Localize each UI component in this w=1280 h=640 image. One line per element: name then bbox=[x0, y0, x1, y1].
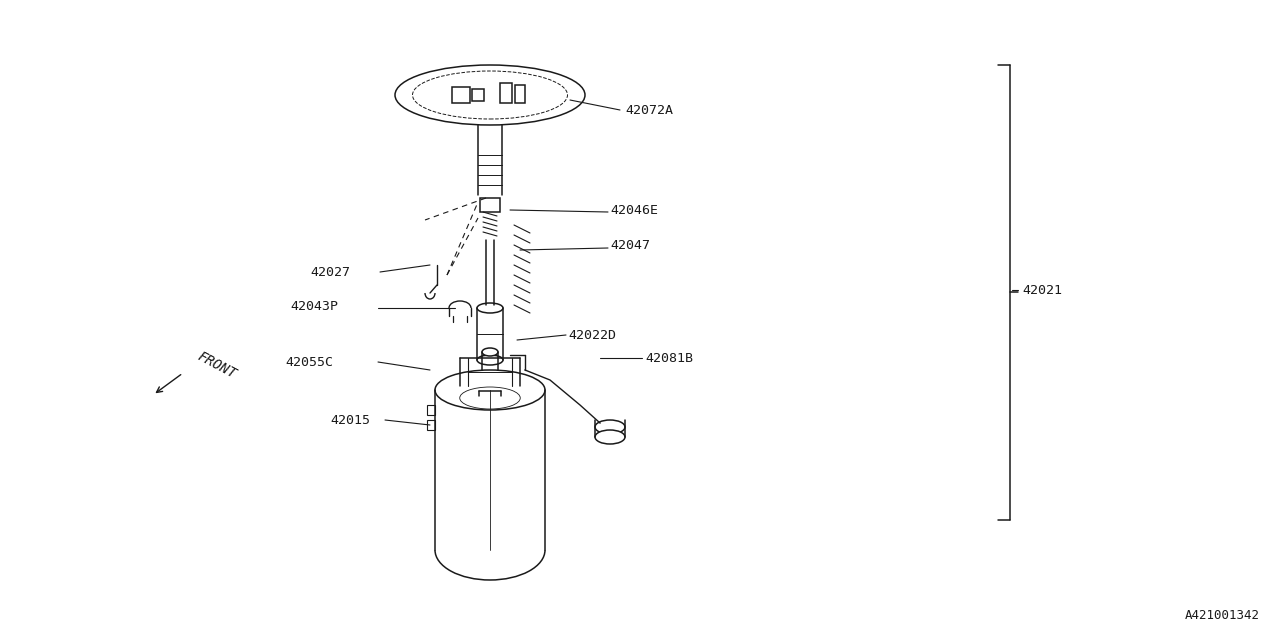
Text: A421001342: A421001342 bbox=[1185, 609, 1260, 622]
Text: 42081B: 42081B bbox=[645, 351, 692, 365]
Text: 42055C: 42055C bbox=[285, 355, 333, 369]
Text: 42027: 42027 bbox=[310, 266, 349, 278]
Text: 42072A: 42072A bbox=[625, 104, 673, 116]
Bar bbox=[500, 83, 512, 103]
Ellipse shape bbox=[595, 420, 625, 434]
Bar bbox=[428, 405, 435, 415]
Ellipse shape bbox=[595, 430, 625, 444]
Ellipse shape bbox=[483, 348, 498, 356]
Ellipse shape bbox=[477, 303, 503, 313]
Ellipse shape bbox=[396, 65, 585, 125]
Text: FRONT: FRONT bbox=[195, 349, 238, 381]
Bar bbox=[472, 89, 484, 101]
Text: 42047: 42047 bbox=[611, 239, 650, 252]
Ellipse shape bbox=[435, 370, 545, 410]
Text: 42043P: 42043P bbox=[291, 300, 338, 312]
Ellipse shape bbox=[479, 391, 500, 401]
Ellipse shape bbox=[477, 355, 503, 365]
Text: 42046E: 42046E bbox=[611, 204, 658, 216]
Text: 42022D: 42022D bbox=[568, 328, 616, 342]
Ellipse shape bbox=[479, 381, 500, 391]
Text: 42021: 42021 bbox=[1021, 284, 1062, 296]
Text: 42015: 42015 bbox=[330, 413, 370, 426]
Bar bbox=[480, 198, 500, 212]
Bar bbox=[515, 85, 525, 103]
Bar bbox=[428, 420, 435, 430]
Bar bbox=[452, 87, 470, 103]
